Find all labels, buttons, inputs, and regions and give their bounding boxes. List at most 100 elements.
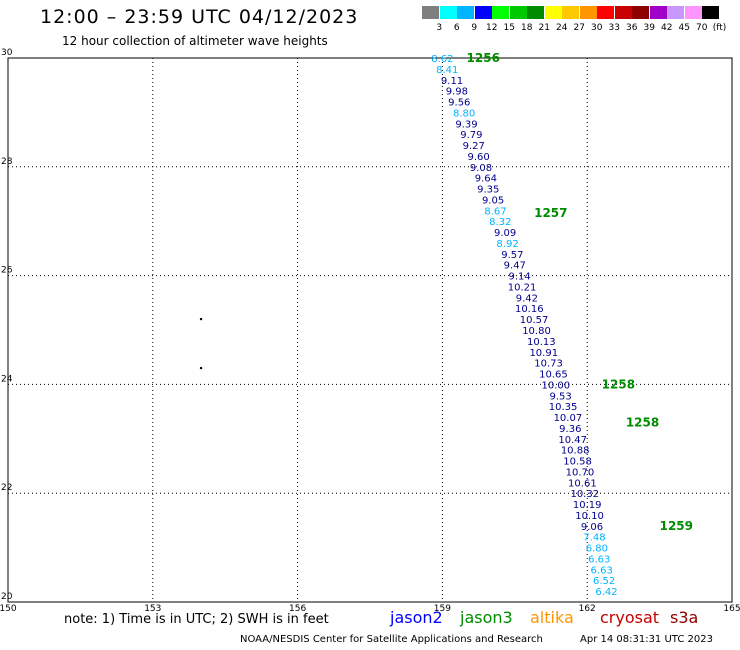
swh-value-label: 8.32 (489, 217, 511, 228)
legend-swatch (649, 6, 667, 19)
swh-value-label: 6.63 (591, 565, 613, 576)
swh-value-label: 10.73 (534, 359, 563, 370)
chart-title: 12:00 – 23:59 UTC 04/12/2023 (40, 6, 359, 28)
y-tick-label: 22 (1, 483, 12, 493)
legend-label: 39 (643, 23, 655, 33)
satellite-name-jason3: jason3 (460, 608, 513, 627)
satellite-name-s3a: s3a (670, 608, 699, 627)
x-tick-label: 159 (434, 604, 451, 614)
swh-value-label: 10.58 (563, 457, 592, 468)
satellite-name-cryosat: cryosat (600, 608, 660, 627)
swh-value-label: 6.63 (588, 554, 610, 565)
swh-value-label: 8.41 (436, 65, 458, 76)
x-tick-label: 153 (144, 604, 161, 614)
swh-value-label: 9.47 (504, 261, 526, 272)
swh-value-label: 10.35 (549, 402, 578, 413)
footer-timestamp: Apr 14 08:31:31 UTC 2023 (580, 634, 713, 645)
legend-label: 33 (608, 23, 620, 33)
swh-value-label: 6.42 (595, 587, 617, 598)
legend-swatch (702, 6, 719, 19)
swh-value-label: 10.80 (522, 326, 551, 337)
swh-value-label: 10.07 (554, 413, 583, 424)
legend-swatch (544, 6, 562, 19)
legend-label: 24 (556, 23, 568, 33)
pass-time-label: 1258 (626, 415, 659, 429)
pass-time-label: 1257 (534, 206, 567, 220)
swh-value-label: 10.13 (527, 337, 556, 348)
legend-swatch (684, 6, 702, 19)
swh-value-label: 9.42 (516, 293, 538, 304)
x-tick-label: 150 (0, 604, 17, 614)
swh-value-label: 10.19 (573, 500, 602, 511)
swh-value-label: 9.05 (482, 195, 504, 206)
chart-subtitle: 12 hour collection of altimeter wave hei… (62, 34, 328, 48)
legend-swatch (439, 6, 457, 19)
legend-label: 3 (436, 23, 443, 33)
swh-value-label: 9.98 (446, 87, 468, 98)
satellite-name-jason2: jason2 (390, 608, 443, 627)
swh-value-label: 6.52 (593, 576, 615, 587)
swh-value-label: 9.14 (508, 272, 530, 283)
swh-value-label: 9.35 (477, 185, 499, 196)
swh-value-label: 9.06 (581, 522, 603, 533)
y-tick-label: 30 (1, 48, 13, 58)
legend-label: 42 (661, 23, 673, 33)
swh-value-label: 9.53 (550, 391, 572, 402)
x-tick-label: 165 (723, 604, 740, 614)
swh-value-label: 10.00 (542, 380, 571, 391)
legend-label: 30 (591, 23, 603, 33)
legend-swatch (422, 6, 439, 19)
legend-swatch (667, 6, 684, 19)
legend-label: 21 (538, 23, 550, 33)
point-marker (199, 366, 203, 370)
swh-value-label: 9.60 (467, 152, 489, 163)
y-tick-label: 20 (1, 592, 13, 602)
swh-value-label: 8.92 (496, 239, 518, 250)
swh-value-label: 6.80 (586, 544, 608, 555)
plot-frame (7, 57, 733, 603)
swh-value-label: 9.56 (448, 98, 470, 109)
swh-value-label: 10.91 (529, 348, 558, 359)
satellite-name-altika: altika (530, 608, 574, 627)
legend-swatch (562, 6, 579, 19)
swh-value-label: 9.09 (494, 228, 516, 239)
point-marker (199, 317, 203, 321)
legend-swatch (527, 6, 544, 19)
legend-label: 27 (573, 23, 585, 33)
pass-time-label: 1256 (467, 51, 500, 65)
legend-label: 6 (453, 23, 460, 33)
swh-value-label: 7.48 (583, 533, 605, 544)
swh-value-label: 10.21 (508, 282, 537, 293)
swh-value-label: 9.57 (501, 250, 523, 261)
y-tick-label: 24 (1, 374, 13, 384)
swh-value-label: 9.39 (455, 119, 477, 130)
legend-swatch (614, 6, 632, 19)
swh-value-label: 10.88 (561, 446, 590, 457)
swh-value-label: 9.08 (470, 163, 492, 174)
swh-value-label: 8.62 (431, 54, 453, 65)
swh-value-label: 9.79 (460, 130, 482, 141)
legend-swatch (474, 6, 492, 19)
swh-value-label: 9.36 (559, 424, 581, 435)
legend-unit: (ft) (712, 23, 727, 33)
swh-value-label: 10.57 (520, 315, 549, 326)
footer-credit: NOAA/NESDIS Center for Satellite Applica… (240, 634, 543, 645)
y-tick-label: 26 (1, 266, 13, 276)
swh-value-label: 8.67 (484, 206, 506, 217)
legend-label: 18 (521, 23, 533, 33)
swh-value-label: 10.47 (558, 435, 587, 446)
legend-label: 45 (678, 23, 690, 33)
swh-value-label: 10.10 (575, 511, 604, 522)
x-tick-label: 162 (579, 604, 596, 614)
swh-value-label: 9.64 (475, 174, 497, 185)
legend-swatch (457, 6, 474, 19)
swh-value-label: 10.32 (570, 489, 599, 500)
swh-value-label: 10.70 (566, 467, 595, 478)
swh-value-label: 9.27 (463, 141, 485, 152)
swh-value-label: 8.80 (453, 108, 475, 119)
pass-time-label: 1258 (602, 377, 635, 391)
swh-value-label: 9.11 (441, 76, 463, 87)
legend-label: 36 (626, 23, 638, 33)
legend-label: 15 (503, 23, 515, 33)
